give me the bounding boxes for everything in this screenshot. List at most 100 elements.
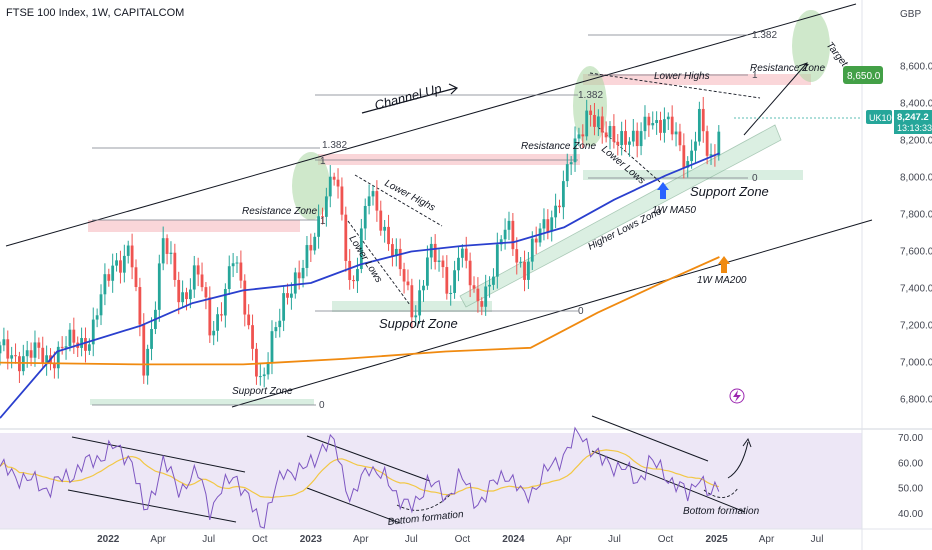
candle-body xyxy=(492,276,495,285)
candle-body xyxy=(647,116,651,126)
candle-body xyxy=(620,131,624,146)
fib-label: 1 xyxy=(320,156,326,167)
fib-label: 0 xyxy=(319,400,325,411)
candle-body xyxy=(554,205,558,218)
moving-averages-layer xyxy=(0,152,720,419)
candle-body xyxy=(503,229,507,240)
candle-body xyxy=(624,131,627,145)
candle-body xyxy=(239,262,243,281)
fib-label: 1 xyxy=(752,70,758,81)
rsi-trend-line xyxy=(67,489,237,523)
candle-body xyxy=(258,376,262,378)
higher-lows-zone xyxy=(459,124,782,308)
resistance-zone-label: Resistance Zone xyxy=(750,63,825,74)
candle-body xyxy=(519,261,523,263)
candle-body xyxy=(682,145,686,168)
channel-arrow-head xyxy=(448,83,459,95)
candle-body xyxy=(589,110,592,115)
candle-body xyxy=(569,162,573,165)
rsi-trend-line xyxy=(591,415,709,462)
candle-body xyxy=(701,108,705,132)
candle-body xyxy=(460,248,464,258)
candle-body xyxy=(674,131,678,135)
candle-body xyxy=(169,252,173,254)
candle-body xyxy=(297,272,301,279)
candle-body xyxy=(495,244,499,277)
lower-highs-line xyxy=(354,174,443,227)
candle-body xyxy=(538,228,542,243)
ma200-pointer-arrow xyxy=(718,256,730,273)
candle-body xyxy=(200,274,204,288)
candle-body xyxy=(371,191,375,197)
support-zone-label: Support Zone xyxy=(379,316,458,331)
candle-body xyxy=(523,261,526,280)
ma200-line xyxy=(0,256,720,366)
candle-body xyxy=(173,252,177,280)
candle-body xyxy=(142,324,146,376)
target-price-tag[interactable] xyxy=(843,66,883,84)
candle-body xyxy=(185,292,188,300)
lower-highs-line xyxy=(589,72,761,99)
price-tick-label: 8,400.0 xyxy=(900,98,932,109)
candle-body xyxy=(643,116,647,132)
resistance-zone-2023 xyxy=(318,154,580,165)
candle-body xyxy=(313,236,317,251)
price-tick-label: 7,000.0 xyxy=(900,358,932,369)
candle-body xyxy=(690,150,693,162)
ma50-label: 1W MA50 xyxy=(652,205,696,216)
candle-body xyxy=(383,226,387,231)
rsi-trend-line xyxy=(306,487,401,524)
candle-body xyxy=(208,297,212,336)
candle-body xyxy=(181,292,185,303)
candle-body xyxy=(235,262,239,264)
candle-body xyxy=(449,292,453,294)
candle-body xyxy=(336,179,340,187)
resistance-zone-label: Resistance Zone xyxy=(242,206,317,217)
time-tick-label: 2023 xyxy=(300,534,323,545)
rsi-trend-line xyxy=(306,435,431,482)
candle-body xyxy=(290,293,293,298)
rsi-trend-line xyxy=(591,450,746,513)
candle-body xyxy=(433,243,437,262)
candle-body xyxy=(87,344,91,351)
candle-body xyxy=(356,268,359,282)
rsi-tick-label: 40.00 xyxy=(898,509,923,520)
candle-body xyxy=(359,228,363,269)
candle-body xyxy=(558,205,561,208)
target-price-value: 8,650.0 xyxy=(847,71,881,82)
candle-body xyxy=(231,263,235,267)
candle-body xyxy=(134,267,138,288)
candle-body xyxy=(542,219,546,229)
candle-body xyxy=(367,196,371,206)
candle-body xyxy=(406,281,410,286)
candle-body xyxy=(68,329,72,347)
rsi-layer xyxy=(0,426,720,529)
candle-body xyxy=(387,226,390,245)
candle-body xyxy=(402,269,406,282)
ma50-pointer-arrow xyxy=(657,182,669,199)
lower-highs-label: Lower Highs xyxy=(654,71,710,82)
candle-body xyxy=(600,116,604,133)
rsi-recovery-arrow xyxy=(727,441,749,479)
candle-body xyxy=(255,348,258,377)
candle-body xyxy=(293,272,297,294)
lightning-icon[interactable] xyxy=(729,388,745,404)
candle-body xyxy=(165,238,169,254)
fib-label: 1.382 xyxy=(752,30,777,41)
candle-body xyxy=(107,274,111,281)
candle-body xyxy=(0,345,2,354)
candle-body xyxy=(266,362,270,375)
candle-body xyxy=(119,260,122,273)
candle-body xyxy=(499,239,503,245)
candle-body xyxy=(468,260,472,286)
candle-body xyxy=(247,314,251,326)
candle-body xyxy=(14,355,17,357)
channel-top-line xyxy=(5,3,857,247)
candle-body xyxy=(457,257,460,271)
candle-body xyxy=(414,315,418,318)
candle-body xyxy=(631,130,635,142)
candle-body xyxy=(52,363,56,369)
axes-layer: 8,600.0 8,400.0 8,200.0 8,000.0 7,800.0 7,600… xyxy=(97,61,932,545)
candle-body xyxy=(274,327,278,332)
